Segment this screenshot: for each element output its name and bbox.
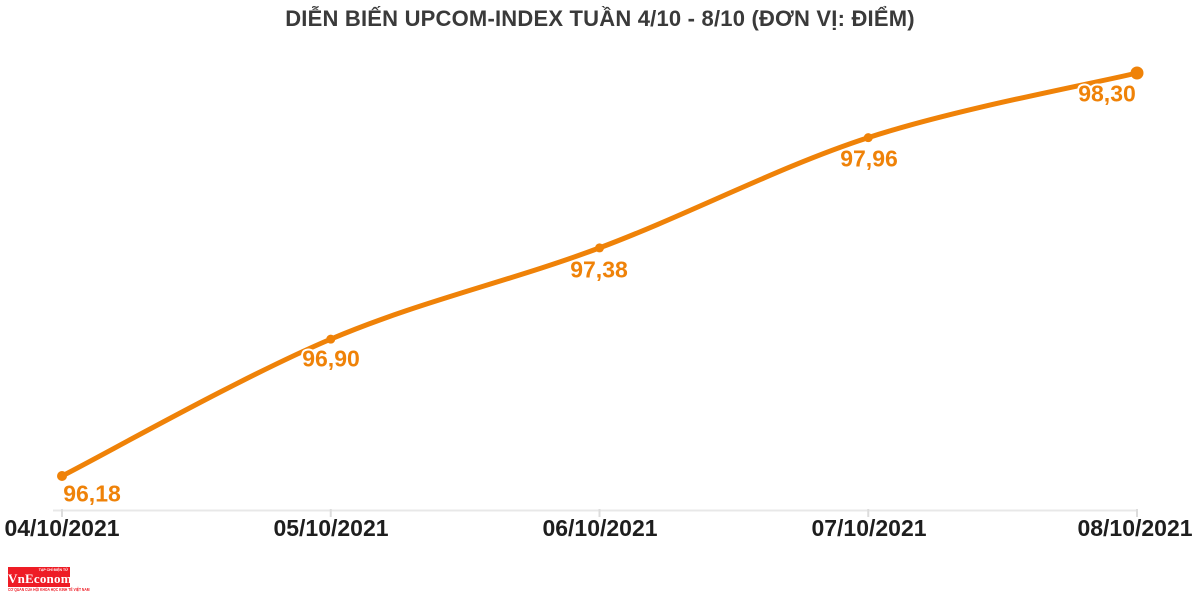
data-point-marker <box>1130 66 1144 80</box>
data-label: 96,18 <box>63 480 121 507</box>
data-label: 96,90 <box>302 345 360 372</box>
x-axis-label: 05/10/2021 <box>273 515 389 541</box>
data-point-marker <box>326 334 336 344</box>
vneconomy-logo-box: TẠP CHÍ ĐIỆN TỬ VnEconomy <box>8 567 70 587</box>
logo-brand-text: VnEconomy <box>8 571 70 586</box>
logo-tagline: CƠ QUAN CỦA HỘI KHOA HỌC KINH TẾ VIỆT NA… <box>8 588 90 593</box>
chart-title: DIỄN BIẾN UPCOM-INDEX TUẦN 4/10 - 8/10 (… <box>285 6 915 31</box>
data-point-marker <box>595 243 604 253</box>
data-label: 97,96 <box>840 145 898 172</box>
logo-top-text: TẠP CHÍ ĐIỆN TỬ <box>38 568 68 572</box>
vneconomy-logo: TẠP CHÍ ĐIỆN TỬ VnEconomy CƠ QUAN CỦA HỘ… <box>8 567 90 595</box>
x-axis-label: 07/10/2021 <box>811 515 927 541</box>
x-axis-label: 04/10/2021 <box>4 515 120 541</box>
x-axis-label: 08/10/2021 <box>1077 515 1193 541</box>
data-point-marker <box>863 133 873 143</box>
x-axis-label: 06/10/2021 <box>542 515 658 541</box>
data-point-marker <box>57 471 67 481</box>
data-label: 97,38 <box>570 256 628 283</box>
data-label: 98,30 <box>1078 80 1136 107</box>
